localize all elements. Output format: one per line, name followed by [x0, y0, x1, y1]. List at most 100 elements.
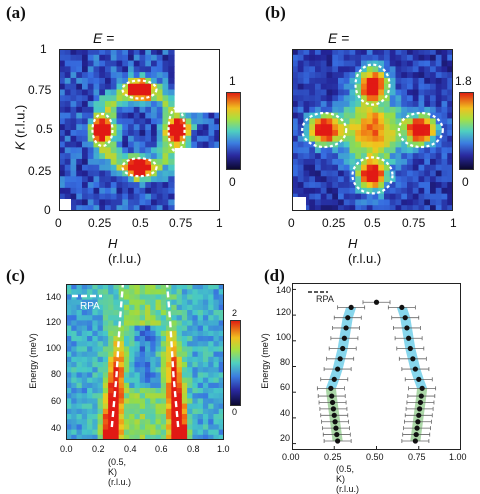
ytick-c-120: 120 [46, 317, 62, 327]
xtick-a-0: 0 [55, 216, 62, 230]
heatmap-b-cells [292, 49, 453, 211]
xtick-a-05: 0.5 [132, 216, 149, 230]
data-point [373, 299, 380, 305]
colorbar-a-max: 1 [229, 74, 236, 88]
xtick-a-1: 1 [216, 216, 223, 230]
data-point [340, 345, 346, 352]
heatmap-c-cells [66, 284, 224, 440]
data-point [329, 399, 336, 406]
data-point [402, 315, 408, 321]
peak-contour [91, 112, 114, 148]
ytick-d-60: 60 [280, 382, 291, 392]
panel-label-d: (d) [264, 266, 285, 285]
plot-d-frame [292, 283, 461, 450]
xtick-b-0: 0 [288, 216, 295, 230]
ytick-a-0: 0 [44, 203, 51, 217]
data-point [407, 345, 413, 352]
peak-contour [354, 63, 391, 106]
xtick-d-100: 1.00 [449, 452, 467, 462]
xtick-c-00: 0.0 [60, 444, 73, 454]
panel-label-b: (b) [265, 3, 286, 22]
peak-contour [301, 111, 348, 149]
peak-contour [351, 156, 394, 195]
heatmap-b [292, 49, 453, 211]
colorbar-c [230, 320, 241, 406]
colorbar-a-min: 0 [229, 175, 236, 189]
data-point [416, 376, 422, 382]
data-point [330, 406, 337, 412]
heatmap-a [59, 49, 220, 211]
rpa-line-right [165, 284, 180, 428]
ylabel-d: Energy (meV) [260, 333, 270, 389]
panel-label-c: (c) [6, 266, 25, 285]
xtick-c-06: 0.6 [155, 444, 168, 454]
xlabel-b: H (r.l.u.) [348, 236, 382, 266]
heatmap-a-frame [59, 49, 220, 211]
ytick-d-120: 120 [276, 307, 292, 317]
heatmap-c-frame [66, 284, 224, 440]
data-point [337, 356, 343, 362]
data-point [333, 425, 339, 431]
data-point [416, 406, 423, 412]
data-point [335, 366, 341, 372]
xlabel-a: H (r.l.u.) [108, 236, 142, 266]
data-point [331, 376, 337, 382]
data-point [332, 419, 338, 425]
colorbar-c-max: 2 [232, 308, 238, 318]
data-point [416, 412, 422, 418]
ytick-a-075: 0.75 [28, 83, 52, 97]
heatmap-c: RPA [66, 284, 224, 440]
peak-contour [167, 106, 186, 154]
data-point [417, 399, 424, 406]
ytick-c-80: 80 [51, 369, 62, 379]
colorbar-a [226, 92, 241, 170]
data-point [404, 325, 410, 331]
peak-contour [397, 111, 444, 149]
ytick-a-025: 0.25 [28, 164, 52, 178]
xtick-d-050: 0.50 [366, 452, 384, 462]
rpa-legend-label: RPA [316, 294, 334, 304]
data-point [418, 393, 424, 399]
data-point [334, 431, 340, 438]
data-point [341, 335, 347, 341]
xtick-a-025: 0.25 [88, 216, 112, 230]
data-point [335, 438, 341, 444]
data-point [410, 356, 416, 362]
ytick-d-140: 140 [276, 285, 292, 295]
ytick-a-1: 1 [40, 42, 47, 56]
ylabel-a: K (r.l.u.) [12, 104, 28, 151]
rpa-legend-label: RPA [80, 301, 100, 312]
colorbar-b-min: 0 [462, 175, 469, 189]
xtick-b-1: 1 [450, 216, 457, 230]
data-point [399, 304, 405, 311]
data-point [406, 335, 412, 341]
xtick-c-10: 1.0 [217, 444, 230, 454]
heatmap-a-corner [59, 199, 71, 211]
data-point [348, 304, 354, 311]
ylabel-c: Energy (meV) [28, 333, 38, 389]
xlabel-c: (0.5, K) (r.l.u.) [108, 457, 132, 487]
xtick-c-08: 0.8 [187, 444, 200, 454]
xlabel-d: (0.5, K) (r.l.u.) [336, 464, 360, 494]
data-point [419, 385, 425, 391]
xtick-d-025: 0.25 [324, 452, 342, 462]
xtick-a-075: 0.75 [169, 216, 193, 230]
ytick-d-80: 80 [280, 357, 291, 367]
heatmap-a-cells [59, 49, 220, 211]
colorbar-c-min: 0 [232, 407, 238, 417]
ytick-d-100: 100 [276, 332, 292, 342]
xtick-c-04: 0.4 [124, 444, 137, 454]
xtick-c-02: 0.2 [92, 444, 105, 454]
xtick-d-000: 0.00 [282, 452, 300, 462]
heatmap-b-corner [292, 197, 306, 211]
scatter-d: RPA [292, 283, 461, 450]
ytick-d-40: 40 [280, 408, 291, 418]
panel-label-a: (a) [6, 3, 26, 22]
xtick-d-075: 0.75 [408, 452, 426, 462]
data-point [415, 419, 421, 425]
xtick-b-05: 0.5 [364, 216, 381, 230]
data-point [412, 366, 418, 372]
xtick-b-075: 0.75 [402, 216, 426, 230]
data-point [412, 438, 418, 444]
data-point [329, 393, 335, 399]
